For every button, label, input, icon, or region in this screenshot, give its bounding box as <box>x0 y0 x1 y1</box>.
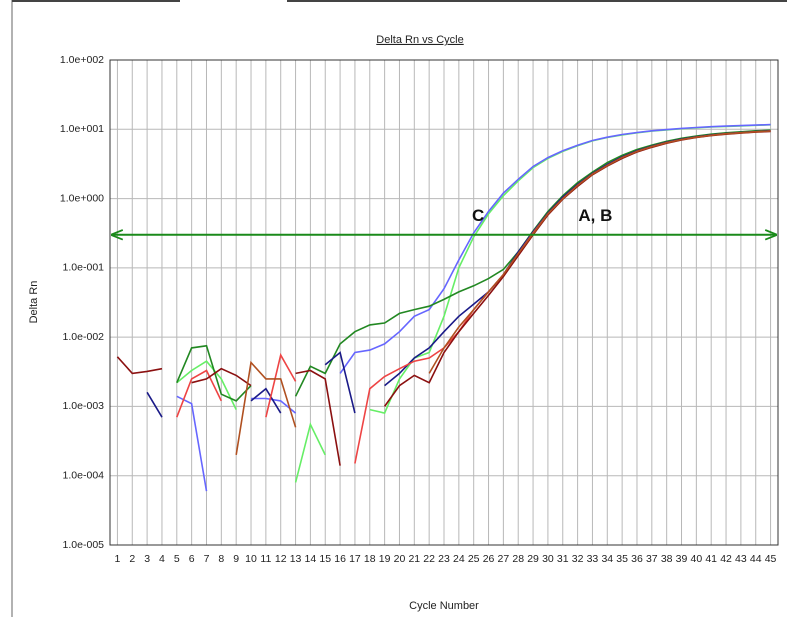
x-tick-label: 6 <box>189 553 195 565</box>
y-axis-label: Delta Rn <box>28 281 40 324</box>
x-tick-label: 32 <box>572 553 584 565</box>
y-tick-label: 1.0e-004 <box>63 469 105 481</box>
series-line <box>235 130 771 456</box>
x-tick-label: 18 <box>364 553 376 565</box>
x-tick-label: 11 <box>260 553 271 565</box>
x-tick-label: 15 <box>319 553 331 565</box>
y-tick-label: 1.0e+000 <box>60 192 104 204</box>
y-tick-label: 1.0e-003 <box>63 400 105 412</box>
x-tick-label: 3 <box>144 553 150 565</box>
x-tick-label: 5 <box>174 553 180 565</box>
x-tick-label: 1 <box>115 553 121 565</box>
y-tick-label: 1.0e+001 <box>60 123 104 135</box>
chart-title: Delta Rn vs Cycle <box>376 34 463 46</box>
y-tick-label: 1.0e-001 <box>63 262 105 274</box>
series-line <box>116 130 771 466</box>
x-tick-label: 27 <box>498 553 510 565</box>
x-tick-label: 42 <box>720 553 732 565</box>
x-tick-label: 12 <box>275 553 287 565</box>
x-tick-label: 10 <box>245 553 257 565</box>
x-tick-label: 21 <box>408 553 420 565</box>
x-tick-label: 28 <box>512 553 524 565</box>
x-tick-label: 40 <box>691 553 703 565</box>
annotation: C <box>472 206 484 225</box>
plot-frame <box>109 59 779 546</box>
x-tick-label: 29 <box>527 553 539 565</box>
x-tick-label: 35 <box>616 553 628 565</box>
x-tick-label: 31 <box>557 553 569 565</box>
x-tick-label: 16 <box>334 553 346 565</box>
x-tick-label: 38 <box>661 553 673 565</box>
x-tick-label: 33 <box>587 553 599 565</box>
x-tick-label: 19 <box>379 553 391 565</box>
y-tick-label: 1.0e-005 <box>63 539 105 551</box>
x-tick-label: 37 <box>646 553 658 565</box>
x-tick-label: 25 <box>468 553 480 565</box>
x-tick-label: 43 <box>735 553 747 565</box>
x-tick-label: 36 <box>631 553 643 565</box>
x-tick-label: 44 <box>750 553 762 565</box>
x-tick-label: 34 <box>601 553 613 565</box>
x-tick-label: 13 <box>290 553 302 565</box>
x-tick-label: 9 <box>233 553 239 565</box>
x-tick-label: 2 <box>129 553 135 565</box>
x-tick-label: 17 <box>349 553 361 565</box>
x-tick-label: 20 <box>394 553 406 565</box>
x-tick-label: 14 <box>305 553 317 565</box>
x-axis-label: Cycle Number <box>409 600 479 612</box>
x-tick-label: 45 <box>765 553 777 565</box>
x-tick-label: 23 <box>438 553 450 565</box>
x-tick-label: 41 <box>705 553 717 565</box>
x-tick-label: 24 <box>453 553 465 565</box>
x-tick-label: 22 <box>423 553 435 565</box>
y-tick-label: 1.0e+002 <box>60 54 104 66</box>
x-tick-label: 7 <box>204 553 210 565</box>
x-tick-label: 30 <box>542 553 554 565</box>
x-tick-label: 39 <box>676 553 688 565</box>
x-tick-label: 8 <box>218 553 224 565</box>
x-tick-label: 4 <box>159 553 165 565</box>
annotation: A, B <box>578 206 612 225</box>
x-tick-label: 26 <box>483 553 495 565</box>
y-tick-label: 1.0e-002 <box>63 331 105 343</box>
series-line <box>146 130 771 418</box>
